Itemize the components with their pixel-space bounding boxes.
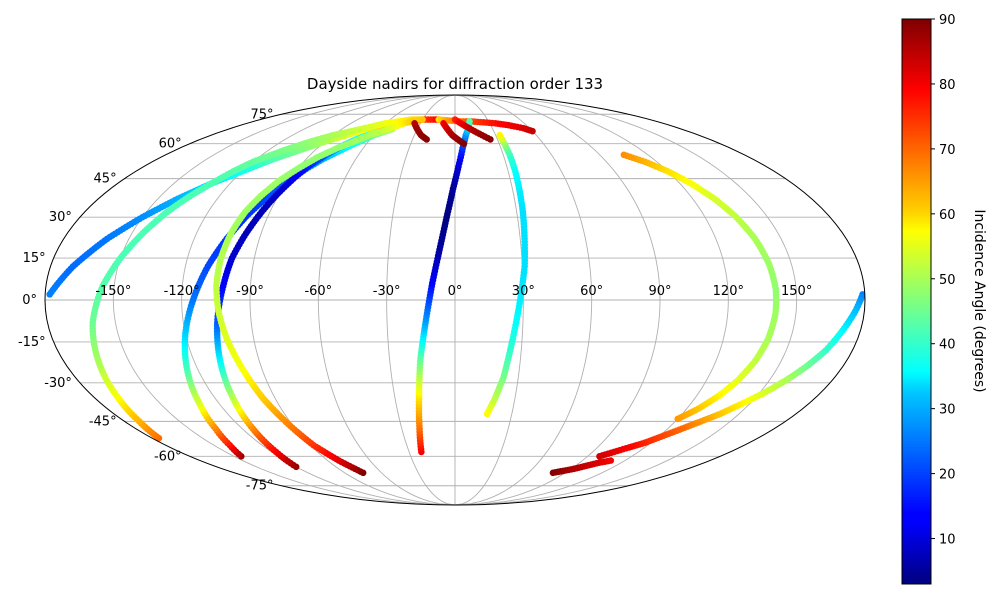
data-point <box>596 452 603 460</box>
latitude-tick-label: 0° <box>22 293 37 308</box>
latitude-tick-label: -60° <box>154 449 182 464</box>
longitude-tick-label: 30° <box>512 284 535 299</box>
colorbar-tick-label: 20 <box>939 468 956 483</box>
longitude-tick-label: -60° <box>304 284 332 299</box>
colorbar-ticks: 10 20 30 40 50 60 70 80 90 <box>931 13 956 548</box>
longitude-tick-label: 0° <box>448 284 463 299</box>
data-point <box>674 415 681 423</box>
longitude-tick-label: -120° <box>164 284 200 299</box>
colorbar: 10 20 30 40 50 60 70 80 90 Incidence Angle (degr… <box>901 13 987 585</box>
colorbar-gradient <box>901 18 932 585</box>
data-point <box>607 457 615 464</box>
latitude-tick-labels: -75° -60° -45° -30° -15° 0° 15° 30° 45° 60° 75° <box>18 107 274 493</box>
chart-title: Dayside nadirs for diffraction order 133 <box>307 75 603 93</box>
data-point <box>529 127 536 135</box>
colorbar-tick-label: 40 <box>939 338 956 353</box>
data-point <box>419 116 426 123</box>
data-point <box>423 136 430 143</box>
colorbar-label: Incidence Angle (degrees) <box>971 209 987 392</box>
latitude-tick-label: -15° <box>18 335 46 350</box>
colorbar-tick-label: 90 <box>939 13 956 28</box>
data-point <box>466 118 473 125</box>
map-boundary <box>44 94 866 506</box>
data-point <box>487 136 494 143</box>
longitude-tick-label: -30° <box>373 284 401 299</box>
longitude-tick-label: 150° <box>781 284 812 299</box>
longitude-tick-label: 120° <box>713 284 744 299</box>
latitude-tick-label: 75° <box>250 107 273 122</box>
colorbar-tick-label: 30 <box>939 403 956 418</box>
longitude-tick-label: -90° <box>236 284 264 299</box>
longitude-tick-labels: -150° -120° -90° -60° -30° 0° 30° 60° 90° 120° 150… <box>95 284 812 299</box>
longitude-tick-label: 60° <box>580 284 603 299</box>
map-grid <box>45 95 865 505</box>
colorbar-tick-label: 80 <box>939 78 956 93</box>
colorbar-tick-label: 60 <box>939 208 956 223</box>
data-point <box>496 131 504 139</box>
latitude-tick-label: -45° <box>89 414 117 429</box>
latitude-tick-label: -75° <box>246 479 274 494</box>
colorbar-tick-label: 70 <box>939 143 956 158</box>
latitude-tick-label: 15° <box>23 251 46 266</box>
latitude-tick-label: 45° <box>94 172 117 187</box>
latitude-tick-label: 30° <box>49 210 72 225</box>
longitude-tick-label: -150° <box>95 284 131 299</box>
colorbar-tick-label: 10 <box>939 533 956 548</box>
latitude-tick-label: 60° <box>159 137 182 152</box>
latitude-tick-label: -30° <box>44 376 72 391</box>
data-point <box>460 140 468 148</box>
longitude-tick-label: 90° <box>648 284 671 299</box>
data-points <box>46 116 865 477</box>
colorbar-tick-label: 50 <box>939 273 956 288</box>
